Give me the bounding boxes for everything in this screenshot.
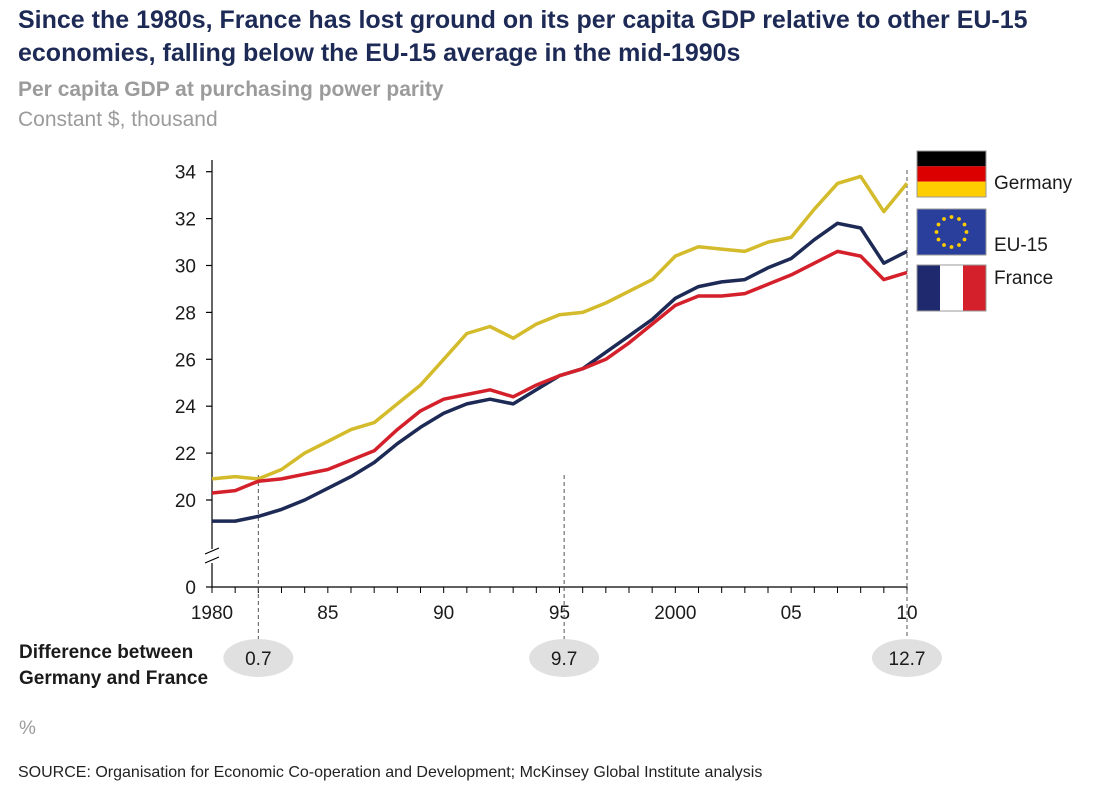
x-tick-label: 05 [781, 603, 802, 624]
chart-subtitle: Per capita GDP at purchasing power parit… [18, 78, 444, 101]
series-line-france [211, 249, 908, 495]
x-tick-label: 95 [549, 603, 570, 624]
y-tick-label: 26 [175, 350, 196, 371]
y-tick-label: 0 [185, 578, 196, 599]
series-lines [211, 174, 909, 523]
eu-star [934, 230, 939, 234]
difference-unit: % [19, 718, 36, 739]
difference-bubbles: 0.7 9.7 12.7 [223, 639, 942, 677]
source-note: SOURCE: Organisation for Economic Co-ope… [18, 764, 763, 781]
legend-label-eu15: EU-15 [994, 235, 1048, 256]
series-line-germany [211, 174, 909, 481]
eu-star [949, 245, 954, 249]
y-tick-label: 20 [175, 491, 196, 512]
eu-star [957, 243, 961, 247]
y-tick-label: 24 [175, 397, 197, 418]
y-tick-label: 22 [175, 444, 196, 465]
difference-bubble [223, 639, 294, 677]
x-tick-label: 2000 [654, 603, 696, 624]
legend-label-germany: Germany [994, 173, 1073, 194]
axis-break-mark [204, 556, 220, 564]
eu-star [942, 217, 946, 221]
eu-star [949, 215, 954, 219]
axis-break-mark [204, 547, 220, 555]
eu-star [962, 237, 967, 242]
germany-flag-icon [916, 150, 987, 198]
eu-star [942, 243, 946, 247]
reference-lines [257, 170, 908, 640]
y-tick-label: 32 [175, 210, 196, 231]
y-tick-label: 28 [175, 303, 196, 324]
difference-value: 12.7 [889, 649, 926, 670]
x-tick-label: 90 [433, 603, 454, 624]
x-tick-label: 85 [317, 603, 338, 624]
legend-label-france: France [994, 268, 1054, 289]
difference-value: 9.7 [551, 649, 577, 670]
y-tick-label: 34 [175, 163, 197, 184]
eu-star [962, 222, 967, 227]
difference-value: 0.7 [245, 649, 271, 670]
france-flag-icon [916, 264, 987, 312]
chart-units: Constant $, thousand [18, 108, 218, 131]
eu-star [964, 230, 969, 234]
eu-star [936, 237, 941, 242]
y-tick-label: 30 [175, 257, 196, 278]
x-tick-label: 1980 [191, 603, 233, 624]
eu-star [936, 222, 941, 227]
eu-star [957, 217, 961, 221]
eu-flag-icon [916, 208, 987, 256]
difference-bubble [529, 639, 600, 677]
chart-title: Since the 1980s, France has lost ground … [18, 6, 1028, 67]
difference-label: Difference between Germany and France [19, 642, 209, 689]
difference-bubble [872, 639, 942, 677]
